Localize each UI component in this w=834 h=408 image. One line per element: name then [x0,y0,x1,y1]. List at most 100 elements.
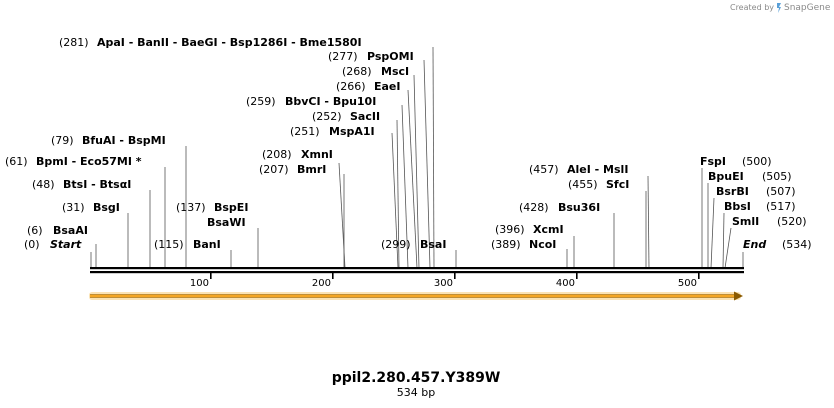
site-pos: (252) [312,110,342,123]
watermark-brand: SnapGene [784,3,831,13]
leader-line-bbsi [722,212,725,269]
site-name: NcoI [529,238,556,251]
leader-line-pspomi [423,59,431,269]
site-bsai[interactable]: (299) BsaI [381,238,446,251]
site-pos: (268) [342,65,372,78]
leader-line-bsrbi [710,197,715,269]
site-pos: (259) [246,95,276,108]
site-bsrbi[interactable]: BsrBI (507) [716,185,796,198]
site-name: SmlI [732,215,759,228]
site-name: EaeI [374,80,401,93]
site-bsu36i[interactable]: (428) Bsu36I [519,201,600,214]
leader-line-smli [724,227,732,269]
leader-line-msci [413,74,420,269]
leader-line-sacii [396,119,400,269]
leader-line-mspa1i [391,132,399,269]
site-pos: (517) [766,200,796,213]
site-name: BsaAI [53,224,88,237]
site-name: BfuAI - BspMI [82,134,166,147]
ruler-tick-label: 500 [678,278,697,289]
ruler-tick-mark [454,273,456,279]
sequence-title: ppil2.280.457.Y389W [332,370,501,386]
site-pos: (6) [27,224,43,237]
site-pos: (31) [62,201,85,214]
site-name: BtsI - BtsαI [63,178,131,191]
site-fspi[interactable]: FspI (500) [700,155,772,168]
site-pos: (79) [51,134,74,147]
site-xcmi[interactable]: (396) XcmI [495,223,564,236]
ruler-tick-label: 300 [434,278,453,289]
site-pos: (500) [742,155,772,168]
site-name: BpmI - Eco57MI * [36,155,142,168]
site-pos: (389) [491,238,521,251]
leader-line-xmni [338,162,346,269]
site-smli[interactable]: SmlI (520) [732,215,807,228]
site-name: BsrBI [716,185,749,198]
end-label: End [743,238,766,251]
site-pos: (299) [381,238,411,251]
site-bsaai[interactable]: (6) BsaAI [27,224,88,237]
end-pos: (534) [782,238,812,251]
feature-arrow[interactable] [89,291,743,301]
leader-line-eaei [407,89,418,269]
site-name: BbvCI - Bpu10I [285,95,376,108]
site-name: BspEI [214,201,248,214]
ruler-tick-label: 100 [190,278,209,289]
leader-line-alei [647,175,650,269]
site-pos: (208) [262,148,292,161]
site-bspei[interactable]: (137) BspEI [176,201,248,214]
site-ncoi[interactable]: (389) NcoI [491,238,556,251]
site-name: MscI [381,65,409,78]
site-bsawi[interactable]: BsaWI [207,216,246,229]
site-name: BsaWI [207,216,246,229]
site-bpmi[interactable]: (61) BpmI - Eco57MI * [5,155,142,168]
site-xmni[interactable]: (208) XmnI [262,148,333,161]
site-name: AleI - MslI [567,163,628,176]
site-pos: (137) [176,201,206,214]
site-pos: (48) [32,178,55,191]
site-bmri[interactable]: (207) BmrI [259,163,326,176]
site-name: SacII [350,110,380,123]
ruler-tick-label: 200 [312,278,331,289]
site-name: BsgI [93,201,120,214]
site-name: BmrI [297,163,326,176]
site-pos: (505) [762,170,792,183]
site-pspomi[interactable]: (277) PspOMI [328,50,414,63]
site-sacii[interactable]: (252) SacII [312,110,380,123]
site-pos: (396) [495,223,525,236]
ruler-tick-label: 400 [556,278,575,289]
ruler-tick-mark [698,273,700,279]
site-pos: (455) [568,178,598,191]
site-pos: (277) [328,50,358,63]
site-pos: (115) [154,238,184,251]
site-msci[interactable]: (268) MscI [342,65,409,78]
site-bbvci[interactable]: (259) BbvCI - Bpu10I [246,95,376,108]
site-bbsi[interactable]: BbsI (517) [724,200,796,213]
start-pos: (0) [24,238,40,251]
site-bsgi[interactable]: (31) BsgI [62,201,120,214]
leader-line-bbvci [401,104,409,269]
site-eaei[interactable]: (266) EaeI [336,80,401,93]
site-name: FspI [700,155,726,168]
site-name: XmnI [301,148,333,161]
site-bfuai[interactable]: (79) BfuAI - BspMI [51,134,166,147]
site-name: BsaI [420,238,446,251]
end-label-group: End (534) [743,238,812,251]
site-mspa1i[interactable]: (251) MspA1I [290,125,375,138]
sequence-length: 534 bp [397,386,435,399]
site-pos: (520) [777,215,807,228]
site-name: BbsI [724,200,751,213]
site-name: BanI [193,238,221,251]
watermark: Created by SnapGene [730,3,831,13]
site-bani[interactable]: (115) BanI [154,238,221,251]
start-label-group: (0) Start [24,238,82,251]
site-btsi[interactable]: (48) BtsI - BtsαI [32,178,131,191]
snapgene-logo-icon [777,3,781,13]
site-pos: (281) [59,36,89,49]
site-sfci[interactable]: (455) SfcI [568,178,629,191]
site-pos: (428) [519,201,549,214]
site-bpuei[interactable]: BpuEI (505) [708,170,792,183]
site-apai[interactable]: (281) ApaI - BanII - BaeGI - Bsp1286I - … [59,36,362,49]
site-pos: (251) [290,125,320,138]
site-alei[interactable]: (457) AleI - MslI [529,163,628,176]
